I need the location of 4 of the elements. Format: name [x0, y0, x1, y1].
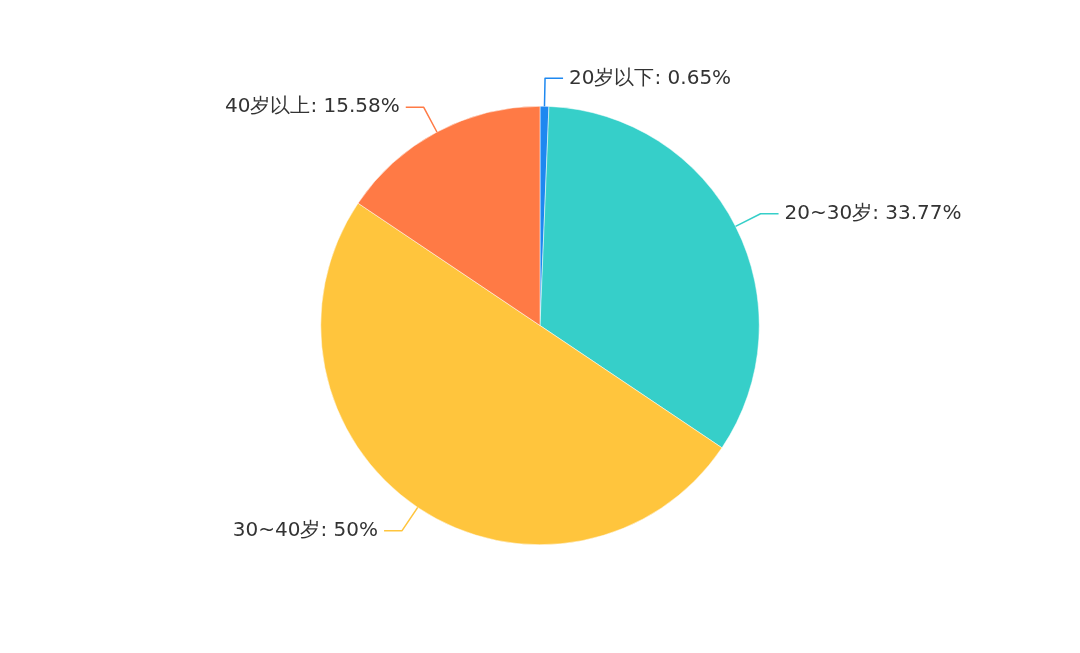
slice-label: 40岁以上: 15.58% [224, 93, 400, 118]
slice-label: 20~30岁: 33.77% [784, 199, 962, 224]
slice-label: 20岁以下: 0.65% [569, 64, 732, 89]
slice-label: 30~40岁: 50% [232, 516, 379, 541]
